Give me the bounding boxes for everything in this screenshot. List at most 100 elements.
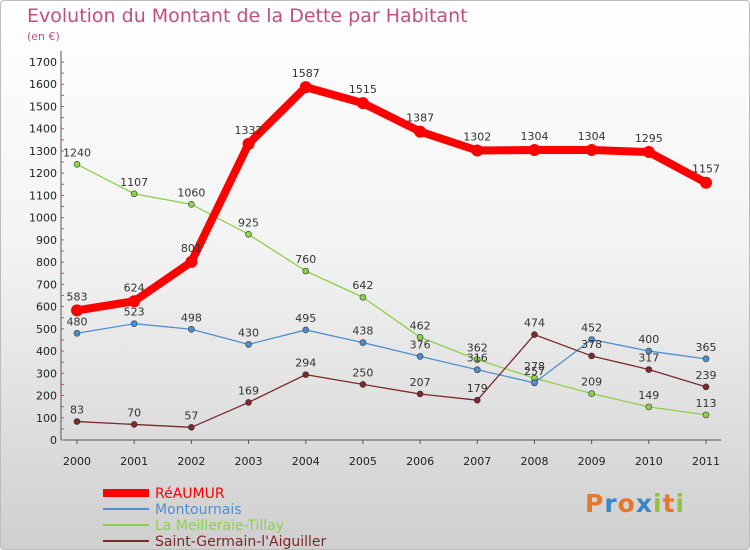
data-label: 480 <box>67 315 88 328</box>
data-point <box>188 201 195 208</box>
data-label: 57 <box>184 409 198 422</box>
data-label: 362 <box>467 342 488 355</box>
data-point <box>473 356 481 363</box>
data-point <box>416 390 424 398</box>
data-label: 70 <box>127 406 141 419</box>
proxiti-logo: Proxiti <box>585 489 685 518</box>
data-label: 365 <box>696 341 717 354</box>
chart-axes <box>60 51 721 444</box>
data-point <box>416 333 424 341</box>
data-label: 495 <box>295 312 316 325</box>
data-label: 1304 <box>578 130 606 143</box>
data-point <box>359 381 367 388</box>
y-tick-label: 700 <box>36 278 57 291</box>
y-tick-label: 1200 <box>29 167 57 180</box>
x-tick-label: 2005 <box>349 455 377 468</box>
y-tick-label: 100 <box>36 412 57 425</box>
y-tick-label: 300 <box>36 367 57 380</box>
logo-letter: o <box>617 489 636 518</box>
x-tick-label: 2009 <box>578 455 606 468</box>
data-label: 209 <box>581 376 602 389</box>
data-label: 523 <box>124 306 145 319</box>
series-lines <box>73 83 710 428</box>
data-point <box>702 355 710 363</box>
data-label: 462 <box>410 319 431 332</box>
data-point <box>185 255 198 268</box>
data-point <box>130 421 138 428</box>
data-point <box>588 390 595 397</box>
data-point <box>531 331 538 338</box>
data-point <box>585 144 598 157</box>
data-point <box>359 293 367 301</box>
data-point <box>645 366 653 373</box>
data-point <box>531 379 538 387</box>
data-point <box>359 339 367 346</box>
x-tick-label: 2004 <box>292 455 320 468</box>
data-label: 583 <box>67 290 88 303</box>
data-label: 149 <box>638 389 659 402</box>
data-label: 207 <box>410 376 431 389</box>
y-tick-label: 600 <box>36 301 57 314</box>
data-label: 1295 <box>635 132 663 145</box>
legend-label: RéAUMUR <box>155 486 225 502</box>
data-label: 294 <box>295 357 316 370</box>
data-point <box>242 137 255 150</box>
data-label: 760 <box>295 253 316 266</box>
data-label: 1332 <box>235 124 263 137</box>
data-label: 1587 <box>292 67 320 80</box>
logo-letter: P <box>585 489 605 518</box>
logo-letter: i <box>675 489 686 518</box>
data-point <box>302 326 310 334</box>
legend-label: Montournais <box>155 502 242 518</box>
data-label: 1107 <box>120 176 148 189</box>
data-label: 642 <box>352 279 373 292</box>
data-point <box>702 411 710 419</box>
data-point <box>645 347 653 355</box>
series-line <box>76 323 707 384</box>
data-point <box>702 383 710 391</box>
y-tick-label: 400 <box>36 345 57 358</box>
data-label: 452 <box>581 321 602 334</box>
y-tick-label: 500 <box>36 323 57 336</box>
data-point <box>473 366 481 374</box>
y-tick-label: 1300 <box>29 145 57 158</box>
data-point <box>130 320 138 328</box>
data-label: 1302 <box>463 130 491 143</box>
y-tick-label: 200 <box>36 390 57 403</box>
y-tick-labels: 0 100 200 300 400 500 600 700 800 900 1000 1100 1200… <box>29 56 57 447</box>
data-label: 801 <box>181 242 202 255</box>
data-point <box>128 295 141 308</box>
y-tick-label: 1500 <box>29 100 57 113</box>
data-point <box>356 97 369 110</box>
data-point <box>588 352 595 360</box>
data-point <box>245 341 252 348</box>
data-point <box>73 160 81 168</box>
x-tick-label: 2008 <box>520 455 548 468</box>
legend-label: La Meilleraie-Tillay <box>155 518 284 534</box>
x-tick-label: 2006 <box>406 455 434 468</box>
y-tick-label: 1700 <box>29 56 57 69</box>
data-point <box>414 125 427 138</box>
logo-letter: t <box>662 489 676 518</box>
data-point <box>473 396 481 404</box>
legend-label: Saint-Germain-l'Aiguiller <box>155 534 327 549</box>
data-point <box>645 403 653 411</box>
data-label: 179 <box>467 382 488 395</box>
data-point <box>528 144 541 157</box>
data-label: 400 <box>638 333 659 346</box>
data-point <box>416 353 424 360</box>
data-point <box>188 325 195 333</box>
x-tick-label: 2011 <box>692 455 720 468</box>
data-point <box>471 144 484 157</box>
data-point <box>700 176 712 189</box>
data-label: 1157 <box>692 163 720 176</box>
data-label: 498 <box>181 311 202 324</box>
data-label: 239 <box>696 369 717 382</box>
y-tick-label: 1000 <box>29 212 57 225</box>
data-label: 169 <box>238 384 259 397</box>
y-tick-label: 0 <box>50 434 57 447</box>
y-tick-label: 900 <box>36 234 57 247</box>
chart-title: Evolution du Montant de la Dette par Hab… <box>27 5 468 27</box>
